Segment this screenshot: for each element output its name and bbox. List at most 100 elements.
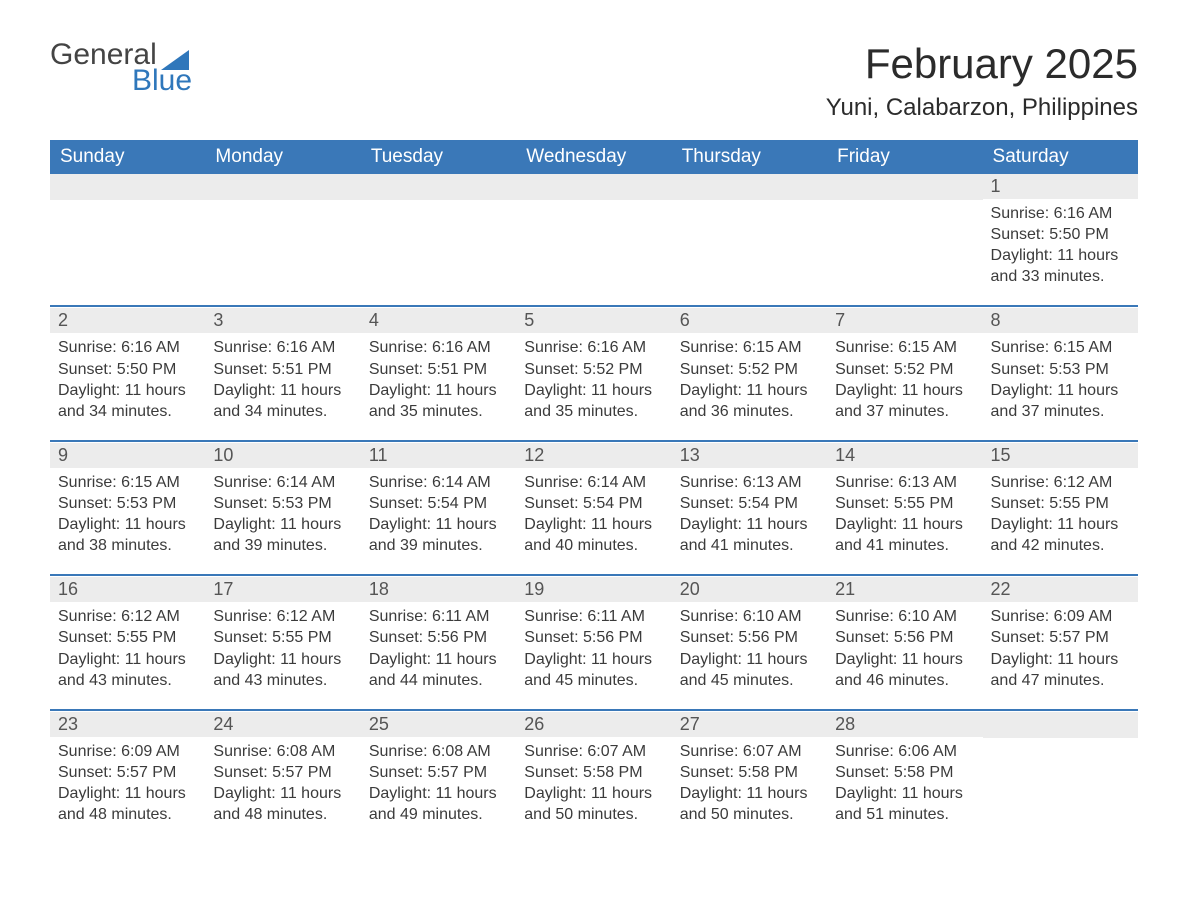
- day-number: 28: [827, 712, 982, 737]
- sunset-line: Sunset: 5:58 PM: [680, 762, 819, 783]
- day-number: 23: [50, 712, 205, 737]
- daylight-line: Daylight: 11 hours and 33 minutes.: [991, 245, 1130, 287]
- title-block: February 2025 Yuni, Calabarzon, Philippi…: [826, 40, 1138, 122]
- daylight-line: Daylight: 11 hours and 37 minutes.: [991, 380, 1130, 422]
- week-row: 9Sunrise: 6:15 AMSunset: 5:53 PMDaylight…: [50, 443, 1138, 575]
- sunrise-line: Sunrise: 6:06 AM: [835, 741, 974, 762]
- day-details: Sunrise: 6:14 AMSunset: 5:54 PMDaylight:…: [516, 468, 671, 574]
- weekday-header: Friday: [827, 140, 982, 174]
- day-details: Sunrise: 6:12 AMSunset: 5:55 PMDaylight:…: [205, 602, 360, 708]
- sunrise-line: Sunrise: 6:08 AM: [369, 741, 508, 762]
- sunrise-line: Sunrise: 6:11 AM: [524, 606, 663, 627]
- day-details: Sunrise: 6:15 AMSunset: 5:52 PMDaylight:…: [672, 333, 827, 439]
- weekday-header: Sunday: [50, 140, 205, 174]
- day-details: Sunrise: 6:14 AMSunset: 5:54 PMDaylight:…: [361, 468, 516, 574]
- calendar-day-cell: 20Sunrise: 6:10 AMSunset: 5:56 PMDayligh…: [672, 577, 827, 708]
- daylight-line: Daylight: 11 hours and 40 minutes.: [524, 514, 663, 556]
- day-number: [361, 174, 516, 200]
- day-number: [827, 174, 982, 200]
- day-number: 5: [516, 308, 671, 333]
- calendar-day-cell: 9Sunrise: 6:15 AMSunset: 5:53 PMDaylight…: [50, 443, 205, 574]
- day-number: [983, 712, 1138, 738]
- sunset-line: Sunset: 5:54 PM: [369, 493, 508, 514]
- sunset-line: Sunset: 5:58 PM: [835, 762, 974, 783]
- day-details: Sunrise: 6:14 AMSunset: 5:53 PMDaylight:…: [205, 468, 360, 574]
- sunset-line: Sunset: 5:55 PM: [58, 627, 197, 648]
- calendar-day-cell: 26Sunrise: 6:07 AMSunset: 5:58 PMDayligh…: [516, 712, 671, 843]
- day-details: Sunrise: 6:16 AMSunset: 5:50 PMDaylight:…: [983, 199, 1138, 305]
- day-details: Sunrise: 6:09 AMSunset: 5:57 PMDaylight:…: [983, 602, 1138, 708]
- sunrise-line: Sunrise: 6:09 AM: [58, 741, 197, 762]
- sunset-line: Sunset: 5:55 PM: [991, 493, 1130, 514]
- sunset-line: Sunset: 5:55 PM: [213, 627, 352, 648]
- calendar-day-cell: 25Sunrise: 6:08 AMSunset: 5:57 PMDayligh…: [361, 712, 516, 843]
- calendar-day-cell: 14Sunrise: 6:13 AMSunset: 5:55 PMDayligh…: [827, 443, 982, 574]
- week-row: 23Sunrise: 6:09 AMSunset: 5:57 PMDayligh…: [50, 712, 1138, 843]
- daylight-line: Daylight: 11 hours and 46 minutes.: [835, 649, 974, 691]
- sunrise-line: Sunrise: 6:12 AM: [58, 606, 197, 627]
- daylight-line: Daylight: 11 hours and 45 minutes.: [680, 649, 819, 691]
- day-details: Sunrise: 6:10 AMSunset: 5:56 PMDaylight:…: [672, 602, 827, 708]
- calendar-day-cell: 2Sunrise: 6:16 AMSunset: 5:50 PMDaylight…: [50, 308, 205, 439]
- sunrise-line: Sunrise: 6:16 AM: [991, 203, 1130, 224]
- day-details: Sunrise: 6:07 AMSunset: 5:58 PMDaylight:…: [672, 737, 827, 843]
- logo-text-blue: Blue: [132, 66, 192, 96]
- calendar-day-cell: 17Sunrise: 6:12 AMSunset: 5:55 PMDayligh…: [205, 577, 360, 708]
- daylight-line: Daylight: 11 hours and 43 minutes.: [213, 649, 352, 691]
- calendar-day-cell: 23Sunrise: 6:09 AMSunset: 5:57 PMDayligh…: [50, 712, 205, 843]
- sunrise-line: Sunrise: 6:10 AM: [835, 606, 974, 627]
- day-details: Sunrise: 6:11 AMSunset: 5:56 PMDaylight:…: [361, 602, 516, 708]
- day-number: 6: [672, 308, 827, 333]
- daylight-line: Daylight: 11 hours and 38 minutes.: [58, 514, 197, 556]
- daylight-line: Daylight: 11 hours and 45 minutes.: [524, 649, 663, 691]
- weekday-header: Tuesday: [361, 140, 516, 174]
- calendar-day-cell: 6Sunrise: 6:15 AMSunset: 5:52 PMDaylight…: [672, 308, 827, 439]
- calendar-day-cell: 1Sunrise: 6:16 AMSunset: 5:50 PMDaylight…: [983, 174, 1138, 305]
- sunset-line: Sunset: 5:50 PM: [991, 224, 1130, 245]
- day-details: Sunrise: 6:11 AMSunset: 5:56 PMDaylight:…: [516, 602, 671, 708]
- daylight-line: Daylight: 11 hours and 44 minutes.: [369, 649, 508, 691]
- sunset-line: Sunset: 5:52 PM: [524, 359, 663, 380]
- daylight-line: Daylight: 11 hours and 50 minutes.: [524, 783, 663, 825]
- day-details: Sunrise: 6:12 AMSunset: 5:55 PMDaylight:…: [983, 468, 1138, 574]
- day-number: [50, 174, 205, 200]
- calendar-day-cell: [827, 174, 982, 302]
- calendar-table: SundayMondayTuesdayWednesdayThursdayFrid…: [50, 140, 1138, 843]
- daylight-line: Daylight: 11 hours and 34 minutes.: [213, 380, 352, 422]
- sunset-line: Sunset: 5:53 PM: [58, 493, 197, 514]
- sunrise-line: Sunrise: 6:08 AM: [213, 741, 352, 762]
- calendar-day-cell: [516, 174, 671, 302]
- sunrise-line: Sunrise: 6:12 AM: [991, 472, 1130, 493]
- calendar-day-cell: 3Sunrise: 6:16 AMSunset: 5:51 PMDaylight…: [205, 308, 360, 439]
- sunset-line: Sunset: 5:58 PM: [524, 762, 663, 783]
- day-details: Sunrise: 6:16 AMSunset: 5:51 PMDaylight:…: [361, 333, 516, 439]
- daylight-line: Daylight: 11 hours and 41 minutes.: [680, 514, 819, 556]
- daylight-line: Daylight: 11 hours and 39 minutes.: [213, 514, 352, 556]
- daylight-line: Daylight: 11 hours and 47 minutes.: [991, 649, 1130, 691]
- day-details: Sunrise: 6:07 AMSunset: 5:58 PMDaylight:…: [516, 737, 671, 843]
- day-number: 13: [672, 443, 827, 468]
- day-number: 10: [205, 443, 360, 468]
- sunrise-line: Sunrise: 6:13 AM: [680, 472, 819, 493]
- sunrise-line: Sunrise: 6:07 AM: [680, 741, 819, 762]
- day-details: Sunrise: 6:09 AMSunset: 5:57 PMDaylight:…: [50, 737, 205, 843]
- weekday-header: Thursday: [672, 140, 827, 174]
- calendar-day-cell: 28 Sunrise: 6:06 AMSunset: 5:58 PMDayligh…: [827, 712, 982, 843]
- sunrise-line: Sunrise: 6:16 AM: [58, 337, 197, 358]
- daylight-line: Daylight: 11 hours and 51 minutes.: [835, 783, 974, 825]
- calendar-day-cell: 7Sunrise: 6:15 AMSunset: 5:52 PMDaylight…: [827, 308, 982, 439]
- day-number: 9: [50, 443, 205, 468]
- day-number: 19: [516, 577, 671, 602]
- sunset-line: Sunset: 5:52 PM: [835, 359, 974, 380]
- day-number: [672, 174, 827, 200]
- month-title: February 2025: [826, 40, 1138, 88]
- calendar-day-cell: [672, 174, 827, 302]
- day-details: Sunrise: 6:16 AMSunset: 5:52 PMDaylight:…: [516, 333, 671, 439]
- calendar-day-cell: 22Sunrise: 6:09 AMSunset: 5:57 PMDayligh…: [983, 577, 1138, 708]
- sunset-line: Sunset: 5:56 PM: [835, 627, 974, 648]
- location-subtitle: Yuni, Calabarzon, Philippines: [826, 94, 1138, 122]
- sunrise-line: Sunrise: 6:14 AM: [213, 472, 352, 493]
- day-number: [205, 174, 360, 200]
- day-details: Sunrise: 6:15 AMSunset: 5:53 PMDaylight:…: [50, 468, 205, 574]
- calendar-day-cell: [50, 174, 205, 302]
